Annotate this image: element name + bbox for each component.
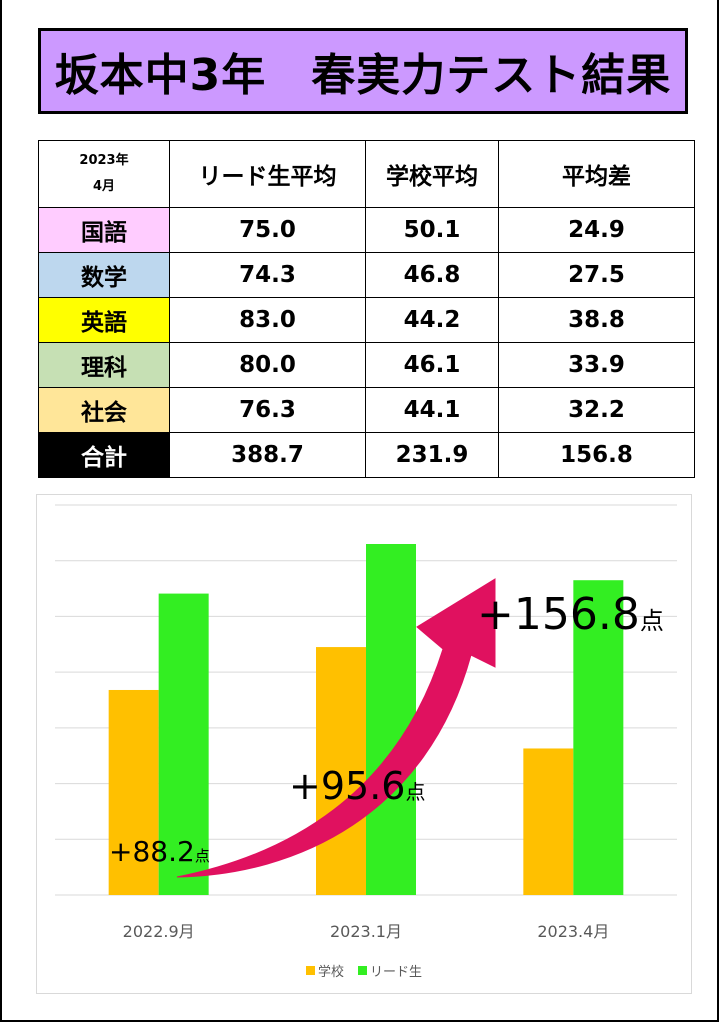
subject-cell: 理科: [38, 342, 170, 388]
diff-cell: 38.8: [498, 297, 695, 343]
total-school-cell: 231.9: [365, 432, 499, 478]
diff-cell: 32.2: [498, 387, 695, 433]
school-cell: 46.8: [365, 252, 499, 298]
difference-annotation: +95.6点: [289, 764, 425, 808]
legend-swatch-lead: [358, 966, 367, 975]
diff-header: 平均差: [498, 140, 695, 208]
difference-annotation: +156.8点: [477, 589, 664, 640]
annotation-value: +156.8: [477, 589, 640, 640]
subject-cell: 社会: [38, 387, 170, 433]
subject-cell: 英語: [38, 297, 170, 343]
trend-arrow: [176, 578, 496, 878]
school-cell: 44.2: [365, 297, 499, 343]
title-banner: 坂本中3年 春実力テスト結果: [38, 28, 688, 114]
lead-cell: 76.3: [169, 387, 366, 433]
x-tick-label: 2023.4月: [537, 922, 609, 941]
annotation-unit: 点: [195, 847, 210, 865]
table-header-row: 2023年 4月 リード生平均 学校平均 平均差: [38, 140, 695, 208]
bar-lead: [573, 580, 624, 895]
table-row: 理科 80.0 46.1 33.9: [38, 342, 695, 388]
legend-label-school: 学校: [317, 965, 344, 980]
results-table: 2023年 4月 リード生平均 学校平均 平均差 国語 75.0 50.1 24…: [38, 140, 695, 478]
annotation-unit: 点: [640, 607, 664, 635]
annotation-value: +88.2: [109, 835, 195, 868]
table-total-row: 合計 388.7 231.9 156.8: [38, 432, 695, 478]
lead-cell: 75.0: [169, 207, 366, 253]
bar-lead: [366, 544, 416, 895]
annotation-unit: 点: [405, 780, 425, 804]
lead-avg-header: リード生平均: [169, 140, 366, 208]
bar-lead: [158, 593, 209, 895]
chart-card: 2022.9月 2023.1月 2023.4月 +88.2点 +95.6点 +156.8点…: [36, 494, 692, 994]
legend-swatch-school: [305, 966, 315, 975]
total-diff-cell: 156.8: [498, 432, 695, 478]
total-lead-cell: 388.7: [169, 432, 366, 478]
diff-cell: 24.9: [498, 207, 695, 253]
table-row: 数学 74.3 46.8 27.5: [38, 252, 695, 298]
lead-cell: 80.0: [169, 342, 366, 388]
legend-item-school: 学校: [305, 961, 344, 980]
date-header: 2023年 4月: [38, 140, 170, 208]
lead-cell: 83.0: [169, 297, 366, 343]
diff-cell: 27.5: [498, 252, 695, 298]
subject-cell: 数学: [38, 252, 170, 298]
legend-item-lead: リード生: [358, 961, 422, 980]
school-cell: 44.1: [365, 387, 499, 433]
subject-cell: 国語: [38, 207, 170, 253]
bar-school: [108, 689, 159, 895]
school-cell: 50.1: [365, 207, 499, 253]
bar-school: [523, 748, 574, 895]
table-row: 社会 76.3 44.1 32.2: [38, 387, 695, 433]
x-tick-label: 2022.9月: [123, 922, 195, 941]
legend-label-lead: リード生: [370, 965, 423, 980]
table-row: 英語 83.0 44.2 38.8: [38, 297, 695, 343]
difference-annotation: +88.2点: [109, 835, 210, 868]
x-tick-label: 2023.1月: [330, 922, 402, 941]
annotation-value: +95.6: [289, 764, 405, 808]
total-label: 合計: [38, 432, 170, 478]
date-month: 4月: [92, 179, 116, 194]
page-title: 坂本中3年 春実力テスト結果: [54, 50, 672, 101]
diff-cell: 33.9: [498, 342, 695, 388]
table-row: 国語 75.0 50.1 24.9: [38, 207, 695, 253]
bar-chart: 2022.9月 2023.1月 2023.4月+88.2点+95.6点+156.8点: [55, 504, 677, 941]
school-avg-header: 学校平均: [365, 140, 499, 208]
school-cell: 46.1: [365, 342, 499, 388]
bar-school: [316, 647, 366, 895]
lead-cell: 74.3: [169, 252, 366, 298]
chart-legend: 学校 リード生: [37, 961, 691, 980]
date-year: 2023年: [79, 153, 129, 168]
